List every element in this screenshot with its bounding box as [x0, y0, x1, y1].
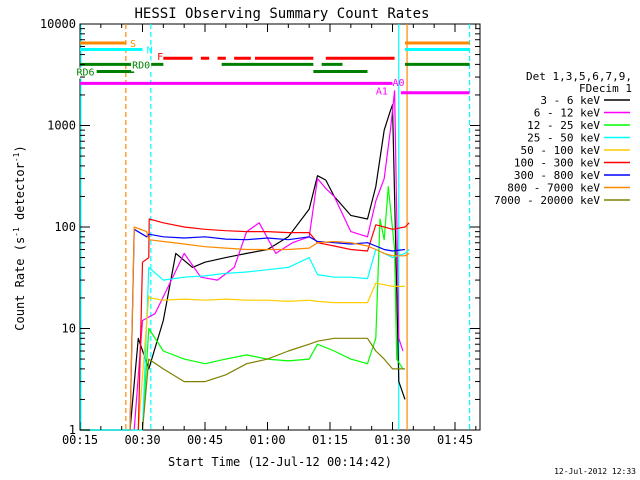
x-tick-label-01-45: 01:45 [437, 433, 473, 447]
series-line-300-800-kev [129, 228, 406, 431]
flag-label-a0: A0 [393, 78, 405, 89]
legend-label-7000-20000-kev: 7000 - 20000 keV [494, 194, 600, 207]
timestamp: 12-Jul-2012 12:33 [554, 467, 636, 476]
flag-label-n: N [147, 46, 153, 57]
series-line-6-12-kev [80, 90, 404, 431]
flag-label-a1: A1 [376, 86, 388, 97]
x-tick-label-00-30: 00:30 [124, 433, 160, 447]
series-line-800-7000-kev [129, 226, 410, 431]
flag-label-rd6: RD6 [77, 68, 95, 79]
x-tick-label-00-15: 00:15 [62, 433, 98, 447]
flag-label-bg-rd6 [75, 67, 96, 79]
y-tick-label-10: 10 [62, 322, 76, 336]
x-tick-label-01-00: 01:00 [249, 433, 285, 447]
y-tick-label-1000: 1000 [47, 119, 76, 133]
x-axis-label: Start Time (12-Jul-12 00:14:42) [168, 455, 392, 469]
legend-label-300-800-kev: 300 - 800 keV [514, 169, 600, 182]
y-tick-label-100: 100 [54, 220, 76, 234]
flag-label-s: S [130, 39, 136, 50]
series-line-7000-20000-kev [141, 337, 405, 431]
axis-ticks: 00:15 00:30 00:45 01:00 01:15 01:30 01:45 1 10 10… [40, 17, 480, 447]
series-line-3-6-kev [80, 104, 406, 431]
legend-label-3-6-kev: 3 - 6 keV [540, 94, 600, 107]
chart-title: HESSI Observing Summary Count Rates [134, 6, 429, 22]
legend-label-6-12-kev: 6 - 12 keV [534, 107, 601, 120]
legend-label-800-7000-kev: 800 - 7000 keV [507, 182, 600, 195]
x-tick-label-01-30: 01:30 [374, 433, 410, 447]
y-tick-label-1: 1 [69, 423, 76, 437]
legend-header-detectors: Det 1,3,5,6,7,9, [526, 70, 632, 83]
x-tick-label-00-45: 00:45 [187, 433, 223, 447]
series-line-12-25-kev [80, 186, 404, 431]
x-tick-label-01-15: 01:15 [312, 433, 348, 447]
series-line-100-300-kev [137, 218, 410, 431]
y-tick-label-10000: 10000 [40, 17, 76, 31]
series-line-25-50-kev [80, 248, 410, 431]
legend-label-100-300-kev: 100 - 300 keV [514, 157, 600, 170]
series-line-50-100-kev [137, 282, 405, 431]
flag-label-bg-rd0 [131, 60, 152, 72]
legend-label-50-100-kev: 50 - 100 keV [521, 144, 601, 157]
legend-header-fdecim: FDecim 1 [579, 82, 632, 95]
plot-area: SNF RD0 RD6 A1 A0 [75, 23, 481, 431]
y-axis-label: Count Rate (s-1 detector-1) [12, 145, 27, 330]
legend-label-25-50-kev: 25 - 50 keV [527, 132, 600, 145]
flag-label-f: F [157, 52, 163, 63]
flag-label-rd0: RD0 [132, 60, 150, 71]
legend-label-12-25-kev: 12 - 25 keV [527, 119, 600, 132]
